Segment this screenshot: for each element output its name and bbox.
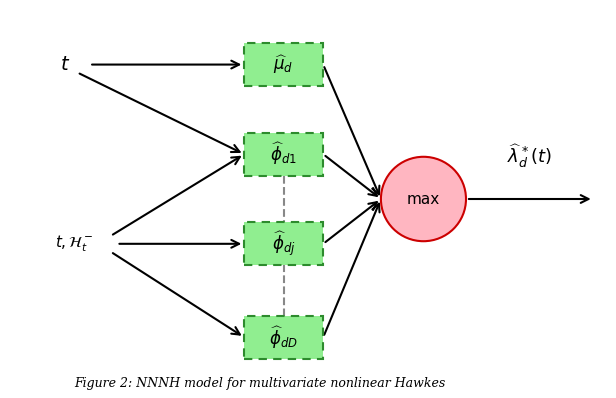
Text: $\widehat{\phi}_{dj}$: $\widehat{\phi}_{dj}$: [272, 229, 296, 258]
Bar: [244, 133, 323, 176]
Text: max: max: [407, 191, 440, 207]
Text: $t, \mathcal{H}_t^-$: $t, \mathcal{H}_t^-$: [55, 234, 93, 254]
Text: $\widehat{\phi}_{dD}$: $\widehat{\phi}_{dD}$: [269, 324, 298, 351]
Bar: [244, 222, 323, 265]
Bar: [244, 43, 323, 86]
Text: $t$: $t$: [60, 55, 70, 74]
Text: $\widehat{\lambda}_d^*(t)$: $\widehat{\lambda}_d^*(t)$: [508, 142, 552, 170]
Text: $\widehat{\phi}_{d1}$: $\widehat{\phi}_{d1}$: [270, 141, 297, 168]
Ellipse shape: [381, 157, 466, 241]
Text: Figure 2: NNNH model for multivariate nonlinear Hawkes: Figure 2: NNNH model for multivariate no…: [74, 377, 445, 390]
Text: $\widehat{\mu}_d$: $\widehat{\mu}_d$: [274, 53, 294, 76]
Bar: [244, 316, 323, 359]
